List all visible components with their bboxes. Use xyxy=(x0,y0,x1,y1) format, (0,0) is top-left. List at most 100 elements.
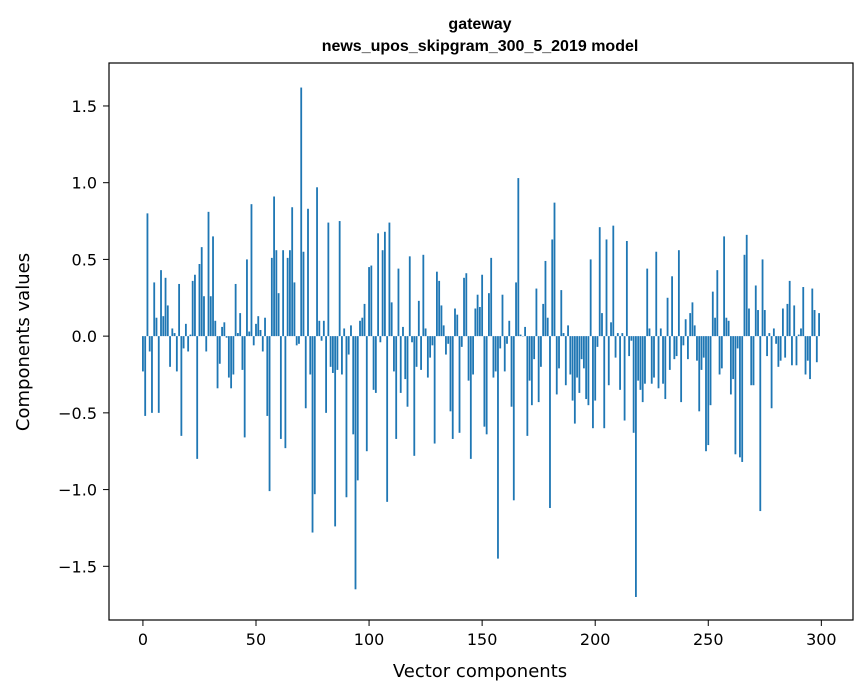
bar-12 xyxy=(169,336,171,367)
bar-110 xyxy=(390,302,393,337)
bar-15 xyxy=(175,336,178,372)
bar-218 xyxy=(635,336,637,597)
bar-1 xyxy=(144,336,147,416)
bar-255 xyxy=(718,336,721,375)
bar-234 xyxy=(671,276,673,337)
bar-287 xyxy=(791,336,793,366)
bar-64 xyxy=(286,257,289,337)
bar-247 xyxy=(700,336,703,370)
bar-288 xyxy=(793,305,796,337)
bar-219 xyxy=(637,336,640,381)
bar-118 xyxy=(408,256,411,337)
bar-273 xyxy=(759,336,762,512)
bar-285 xyxy=(786,303,789,337)
bar-8 xyxy=(160,270,162,337)
x-tick-label: 300 xyxy=(806,630,837,649)
bar-289 xyxy=(795,336,798,366)
bar-49 xyxy=(252,336,255,346)
bar-87 xyxy=(338,221,341,337)
bar-250 xyxy=(707,336,710,446)
bar-76 xyxy=(313,336,316,495)
bar-298 xyxy=(815,336,818,363)
bar-157 xyxy=(497,336,499,559)
bar-47 xyxy=(248,331,251,337)
bar-121 xyxy=(415,336,418,367)
bar-43 xyxy=(239,313,242,337)
bar-211 xyxy=(619,336,621,390)
bar-144 xyxy=(467,336,470,381)
bar-275 xyxy=(763,310,766,337)
bar-156 xyxy=(494,336,497,372)
bar-295 xyxy=(809,336,811,380)
bar-38 xyxy=(227,336,230,378)
bar-83 xyxy=(329,336,332,367)
bar-61 xyxy=(279,336,282,439)
bar-91 xyxy=(347,336,350,355)
bar-213 xyxy=(623,336,626,421)
bar-223 xyxy=(646,268,649,337)
bar-30 xyxy=(209,296,212,337)
bar-101 xyxy=(370,265,373,337)
bar-85 xyxy=(334,336,337,527)
bar-119 xyxy=(411,336,413,343)
bar-181 xyxy=(551,239,554,337)
bar-106 xyxy=(381,250,384,337)
bar-134 xyxy=(445,336,447,355)
bar-225 xyxy=(650,336,653,384)
bar-176 xyxy=(540,336,542,367)
bar-270 xyxy=(752,336,755,386)
bar-214 xyxy=(625,240,628,337)
bar-189 xyxy=(569,336,572,375)
bar-35 xyxy=(221,326,223,337)
bar-145 xyxy=(469,336,472,459)
bar-0 xyxy=(142,336,144,372)
bar-103 xyxy=(374,336,377,393)
bar-90 xyxy=(345,336,348,498)
y-tick-label: 1.0 xyxy=(72,174,97,193)
y-tick-label: −1.0 xyxy=(58,481,97,500)
bar-28 xyxy=(205,336,208,352)
bar-142 xyxy=(463,277,465,337)
bar-149 xyxy=(478,306,481,337)
bar-67 xyxy=(293,282,296,337)
bar-284 xyxy=(784,336,787,358)
bar-166 xyxy=(517,178,520,337)
bar-74 xyxy=(309,336,312,375)
bar-208 xyxy=(612,225,615,337)
y-axis-ticks: −1.5 −1.0 −0.5 0.0 0.5 1.0 1.5 xyxy=(58,97,109,576)
bar-56 xyxy=(268,336,271,492)
bar-60 xyxy=(277,293,280,337)
bar-169 xyxy=(524,326,526,337)
plot-frame xyxy=(108,62,854,621)
bar-258 xyxy=(725,317,728,337)
bar-70 xyxy=(300,87,303,337)
bar-162 xyxy=(508,320,511,337)
bar-36 xyxy=(223,322,226,337)
bar-185 xyxy=(560,290,563,337)
bar-228 xyxy=(657,336,660,389)
bar-40 xyxy=(232,336,235,375)
bar-26 xyxy=(200,247,203,337)
bar-235 xyxy=(673,336,676,360)
bar-131 xyxy=(438,280,441,337)
bar-84 xyxy=(331,336,334,373)
bar-3 xyxy=(148,336,151,352)
chart-subtitle: news_upos_skipgram_300_5_2019 model xyxy=(322,38,639,55)
bar-151 xyxy=(483,336,486,427)
y-axis-label: Components values xyxy=(13,253,34,431)
bar-48 xyxy=(250,204,253,337)
bar-115 xyxy=(402,326,404,337)
bar-194 xyxy=(580,336,583,360)
bar-249 xyxy=(705,336,707,452)
bar-51 xyxy=(257,316,260,337)
y-tick-label: 0.5 xyxy=(72,250,97,269)
bar-198 xyxy=(589,259,592,337)
bar-25 xyxy=(198,264,201,337)
bar-294 xyxy=(806,336,809,361)
bar-153 xyxy=(488,293,490,337)
bar-124 xyxy=(422,254,425,337)
bar-178 xyxy=(544,260,547,337)
bar-105 xyxy=(379,336,382,343)
bar-138 xyxy=(454,308,456,337)
bar-196 xyxy=(585,336,588,400)
